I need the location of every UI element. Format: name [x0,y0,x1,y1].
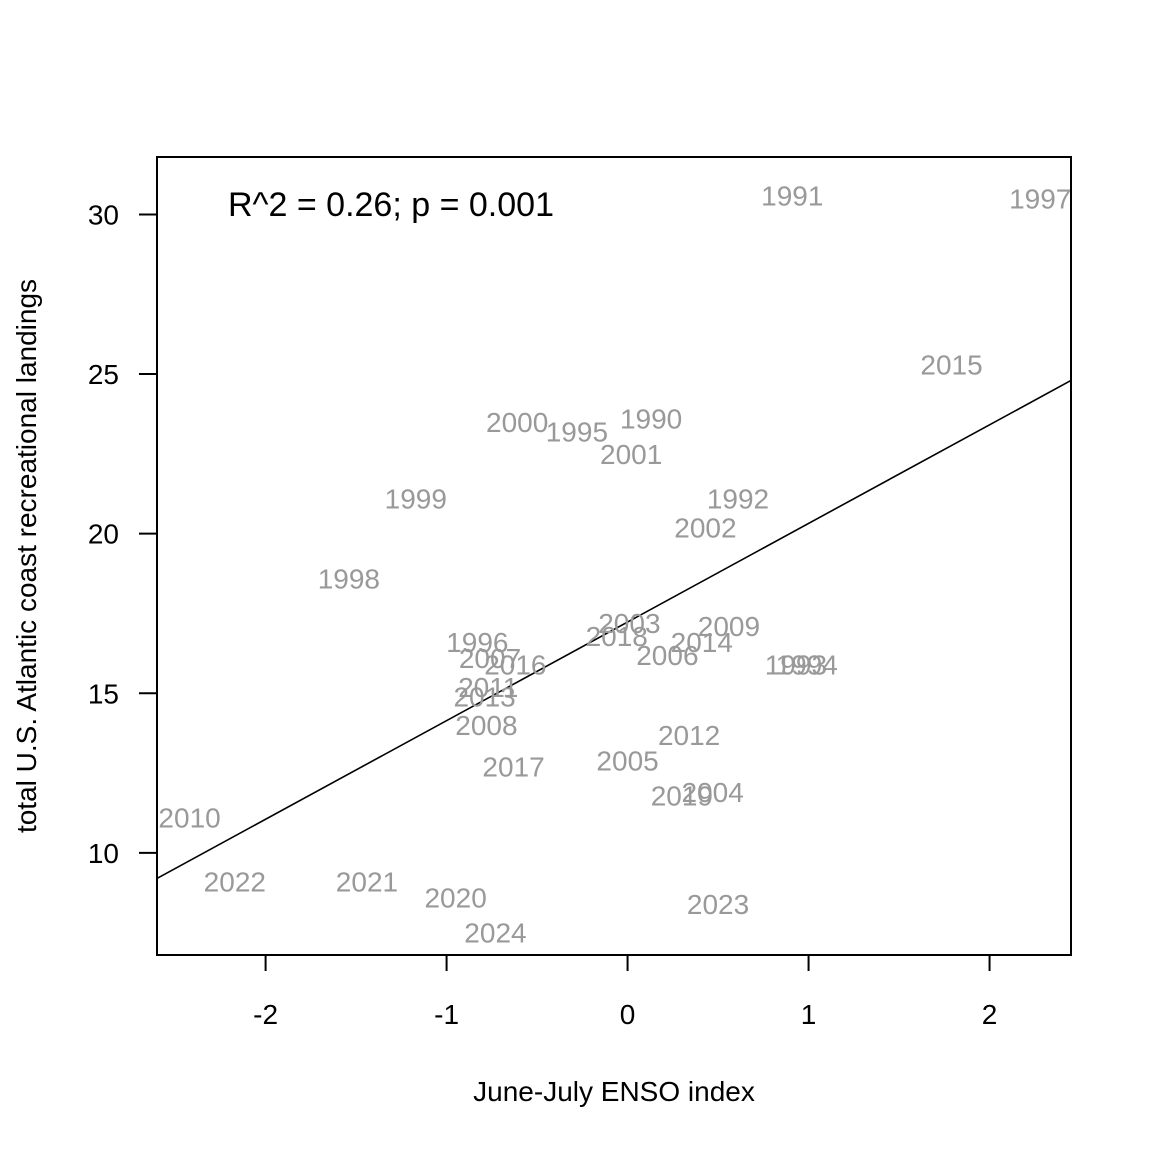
point-label-1994: 1994 [776,650,838,681]
point-label-2004: 2004 [681,777,743,808]
point-label-1991: 1991 [761,180,823,211]
point-label-1995: 1995 [546,417,608,448]
point-label-2024: 2024 [464,918,526,949]
y-tick-label: 30 [88,199,119,230]
point-label-2010: 2010 [158,803,220,834]
point-label-1990: 1990 [620,404,682,435]
y-tick-label: 15 [88,678,119,709]
x-tick-label: -2 [253,999,278,1030]
y-axis-title: total U.S. Atlantic coast recreational l… [11,279,42,833]
point-label-2017: 2017 [482,752,544,783]
point-label-2015: 2015 [920,349,982,380]
point-label-2016: 2016 [484,650,546,681]
regression-line [156,379,1072,880]
point-label-2012: 2012 [658,720,720,751]
x-axis-title: June-July ENSO index [473,1076,755,1107]
point-label-2001: 2001 [600,439,662,470]
r-squared-annotation: R^2 = 0.26; p = 0.001 [228,186,554,224]
point-label-2022: 2022 [204,867,266,898]
point-label-2009: 2009 [698,611,760,642]
x-tick-label: -1 [434,999,459,1030]
point-label-2002: 2002 [674,512,736,543]
y-tick-label: 25 [88,359,119,390]
point-label-2006: 2006 [636,640,698,671]
point-label-2007: 2007 [459,643,521,674]
point-label-2018: 2018 [586,621,648,652]
point-label-2003: 2003 [598,608,660,639]
x-axis: -2 -1 0 1 2 [253,955,997,1030]
point-label-2014: 2014 [671,627,733,658]
point-label-2000: 2000 [486,407,548,438]
x-tick-label: 1 [801,999,817,1030]
plot-frame [156,156,1072,956]
point-label-1999: 1999 [385,484,447,515]
y-axis: 10 15 20 25 30 [88,199,157,869]
point-label-1997: 1997 [1009,183,1071,214]
point-label-2020: 2020 [424,883,486,914]
point-label-2005: 2005 [596,745,658,776]
x-tick-label: 2 [982,999,998,1030]
point-label-2023: 2023 [687,889,749,920]
y-tick-label: 10 [88,838,119,869]
point-label-2019: 2019 [651,780,713,811]
point-label-1993: 1993 [765,650,827,681]
x-tick-label: 0 [620,999,636,1030]
point-label-2008: 2008 [455,710,517,741]
y-tick-label: 20 [88,519,119,550]
point-label-2011: 2011 [458,672,518,703]
point-label-1996: 1996 [446,627,508,658]
point-label-2021: 2021 [336,867,398,898]
point-label-2013: 2013 [453,681,515,712]
point-label-1998: 1998 [318,563,380,594]
point-label-1992: 1992 [707,484,769,515]
